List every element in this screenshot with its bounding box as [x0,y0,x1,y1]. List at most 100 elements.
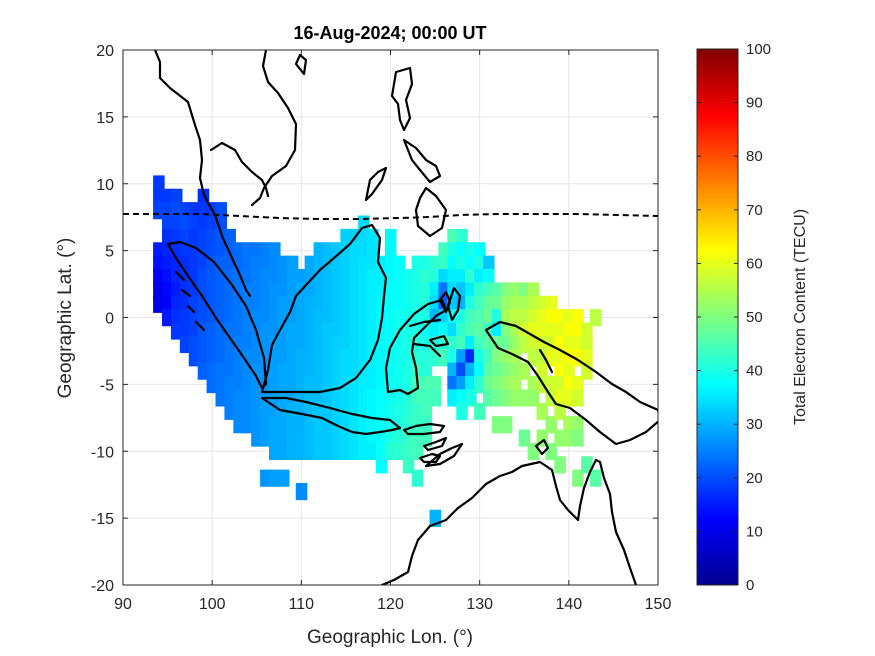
x-axis-ticks: 90 100 110 120 130 140 150 [114,50,671,613]
tec-cell [224,282,236,300]
tec-cell [206,242,219,260]
tec-cell [393,376,406,394]
tec-cell [251,242,263,260]
tec-cell [527,309,540,327]
tec-cell [465,376,477,394]
tec-cell [536,309,549,327]
tec-cell [465,255,477,273]
tec-cell [420,282,433,300]
tec-cell [322,295,335,313]
colorbar-tick-label: 90 [746,95,763,112]
tec-cell [393,269,406,287]
tec-cell [376,416,388,434]
tec-cell [269,469,281,487]
tec-cell [411,282,424,300]
tec-cell [500,416,513,434]
tec-cell [233,295,245,313]
tec-cell [340,416,352,434]
tec-cell [269,402,281,420]
tec-cell [295,483,308,501]
tec-cell [474,362,486,380]
tec-cell [393,416,406,434]
tec-cell [349,335,361,354]
tec-cell [500,335,513,354]
tec-cell [402,376,415,394]
tec-cell [393,442,406,461]
tec-cell [153,188,165,206]
tec-cell [179,282,192,300]
tec-cell [384,242,397,260]
tec-cell [162,188,174,206]
magnetic-equator-line [123,213,658,220]
tec-cell [153,175,165,193]
tec-cell [509,295,522,313]
tec-cell [251,255,263,273]
tec-cell [349,362,361,380]
tec-cell [402,335,415,354]
tec-cell [179,242,192,260]
tec-cell [411,442,424,461]
tec-cell [260,242,272,260]
tec-cell [313,269,326,287]
tec-cell [518,295,531,313]
tec-cell [456,402,468,420]
tec-cell [429,322,442,340]
tec-cell [402,295,415,313]
tec-cell [295,389,308,407]
tec-cell [286,376,299,394]
tec-cell [474,269,486,287]
tec-cell [376,442,388,461]
tec-cell [429,269,442,287]
tec-cell [483,389,495,407]
tec-cell [500,389,513,407]
tec-cell [367,442,379,461]
tec-cell [206,376,219,394]
tec-cell [242,349,254,367]
tec-cell [251,309,263,327]
tec-cell [411,429,424,447]
tec-cell [447,255,459,273]
tec-cell [304,442,317,461]
tec-cell [349,429,361,447]
tec-cell [500,309,513,327]
tec-cell [242,362,254,380]
tec-cell [242,255,254,273]
tec-cell [393,389,406,407]
tec-cell [465,282,477,300]
x-axis-label: Geographic Lon. (°) [307,627,473,648]
tec-cell [402,389,415,407]
tec-cell [224,242,236,260]
tec-cell [358,295,370,313]
colorbar [696,48,739,586]
tec-cell [260,309,272,327]
tec-cell [545,349,557,367]
tec-cell [179,269,192,287]
tec-cell [170,322,183,340]
tec-cell [590,469,602,487]
tec-cell [554,362,566,380]
tec-cell [260,429,272,447]
tec-cell [358,429,370,447]
tec-cell [456,349,468,367]
tec-cell [224,309,236,327]
tec-cell [411,349,424,367]
tec-cell [340,309,352,327]
x-tick-label: 150 [645,596,672,613]
tec-cell [170,215,183,233]
tec-cell [322,322,335,340]
tec-cell [313,376,326,394]
tec-cell [456,376,468,394]
tec-cell [215,228,228,247]
tec-cell [420,269,433,287]
tec-cell [411,269,424,287]
y-axis-ticks: 20 15 10 5 0 -5 -10 -15 -20 [91,43,658,595]
tec-cell [402,442,415,461]
tec-cell [411,295,424,313]
tec-cell [536,335,549,354]
tec-cell [358,309,370,327]
tec-cell [188,202,201,220]
tec-cell [331,335,343,354]
tec-cell [295,269,308,287]
tec-cell [260,402,272,420]
tec-cell [554,456,566,474]
